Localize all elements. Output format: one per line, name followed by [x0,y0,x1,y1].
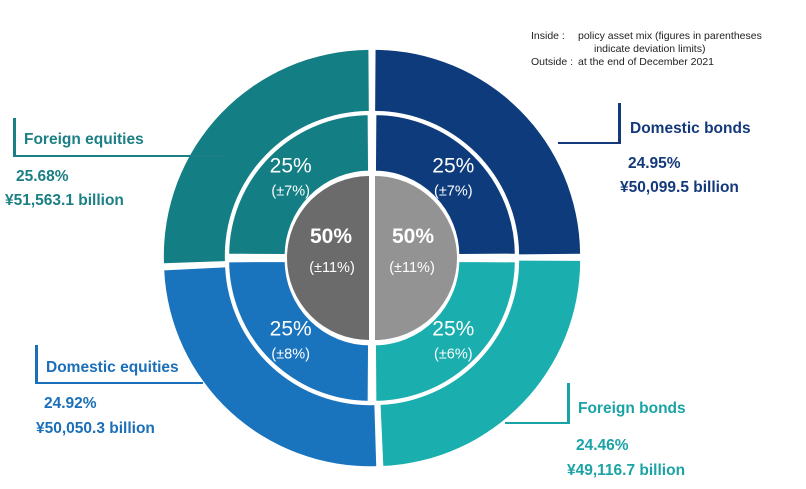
callout-name-foreign-bonds: Foreign bonds [578,400,686,417]
callout-line-foreign-bonds [505,422,570,424]
outer-slice-foreign-equities [163,49,369,264]
callout-bar-foreign-bonds [567,383,570,423]
callout-values-foreign-bonds: 24.46% [576,437,629,455]
callout-amount-wrap-domestic-equities: ¥50,050.3 billion [36,420,155,438]
outer-slice-domestic-equities [164,267,377,467]
center-slice-bonds [375,176,457,340]
callout-line-domestic-equities [35,382,203,384]
chart-note: Inside : policy asset mix (figures in par… [531,30,762,69]
callout-values-foreign-equities: 25.68% [16,168,69,186]
callout-values-domestic-bonds: 24.95% [628,155,681,173]
center-value-bonds: 50% [392,225,434,248]
callout-amount-domestic-equities: ¥50,050.3 billion [36,420,155,437]
callout-name-domestic-equities: Domestic equities [46,359,179,376]
center-ring [287,176,457,340]
note-inside-key: Inside : [531,30,565,42]
outer-ring [163,49,581,467]
callout-values-domestic-equities: 24.92% [44,395,97,413]
outer-slice-domestic-bonds [375,49,581,255]
callout-name-domestic-bonds: Domestic bonds [630,120,751,137]
callout-pct-foreign-bonds: 24.46% [576,437,629,454]
inner-limit-domestic-bonds: (±7%) [434,184,473,200]
center-value-equities: 50% [310,225,352,248]
inner-value-domestic-equities: 25% [270,317,312,340]
callout-bar-domestic-bonds [618,103,621,143]
callout-amount-foreign-equities: ¥51,563.1 billion [5,192,124,209]
inner-value-domestic-bonds: 25% [432,155,474,178]
callout-foreign-equities: Foreign equities [24,131,144,149]
callout-bar-foreign-equities [13,118,16,156]
inner-slice-foreign-equities [226,112,371,257]
center-limit-equities: (±11%) [309,260,355,276]
ring-labels: 25% (±7%) 25% (±6%) 25% (±8%) 25% (±7%) 50% (±11%… [270,155,475,363]
callout-amount-wrap-foreign-bonds: ¥49,116.7 billion [567,462,685,480]
callout-amount-foreign-bonds: ¥49,116.7 billion [567,462,686,479]
callout-line-domestic-bonds [558,142,621,144]
inner-value-foreign-bonds: 25% [432,317,474,340]
callout-bar-domestic-equities [35,345,38,383]
inner-value-foreign-equities: 25% [270,155,312,178]
callout-pct-domestic-bonds: 24.95% [628,155,681,172]
center-limit-bonds: (±11%) [389,260,435,276]
callout-domestic-equities: Domestic equities [46,359,179,377]
callout-amount-domestic-bonds: ¥50,099.5 billion [620,179,739,196]
note-outside-key: Outside : [531,56,574,68]
callout-pct-domestic-equities: 24.92% [44,395,97,412]
callout-domestic-bonds: Domestic bonds [630,120,751,138]
callout-pct-foreign-equities: 25.68% [16,168,69,185]
inner-ring [226,112,518,404]
inner-slice-domestic-equities [226,259,371,404]
inner-limit-foreign-equities: (±7%) [271,184,310,200]
inner-slice-foreign-bonds [373,259,518,404]
callout-amount-wrap-domestic-bonds: ¥50,099.5 billion [620,179,739,197]
callout-name-foreign-equities: Foreign equities [24,131,144,148]
callout-amount-wrap-foreign-equities: ¥51,563.1 billion [5,192,124,210]
outer-slice-foreign-bonds [380,260,581,466]
callout-foreign-bonds: Foreign bonds [578,400,686,418]
note-outside-text: at the end of December 2021 [578,56,715,68]
callout-line-foreign-equities [13,155,226,157]
note-inside-text-2: indicate deviation limits) [594,43,706,55]
center-slice-equities [287,176,369,340]
note-inside-text-1: policy asset mix (figures in parentheses [578,30,762,42]
inner-slice-domestic-bonds [373,112,518,257]
inner-limit-domestic-equities: (±8%) [271,346,310,362]
inner-limit-foreign-bonds: (±6%) [434,346,473,362]
